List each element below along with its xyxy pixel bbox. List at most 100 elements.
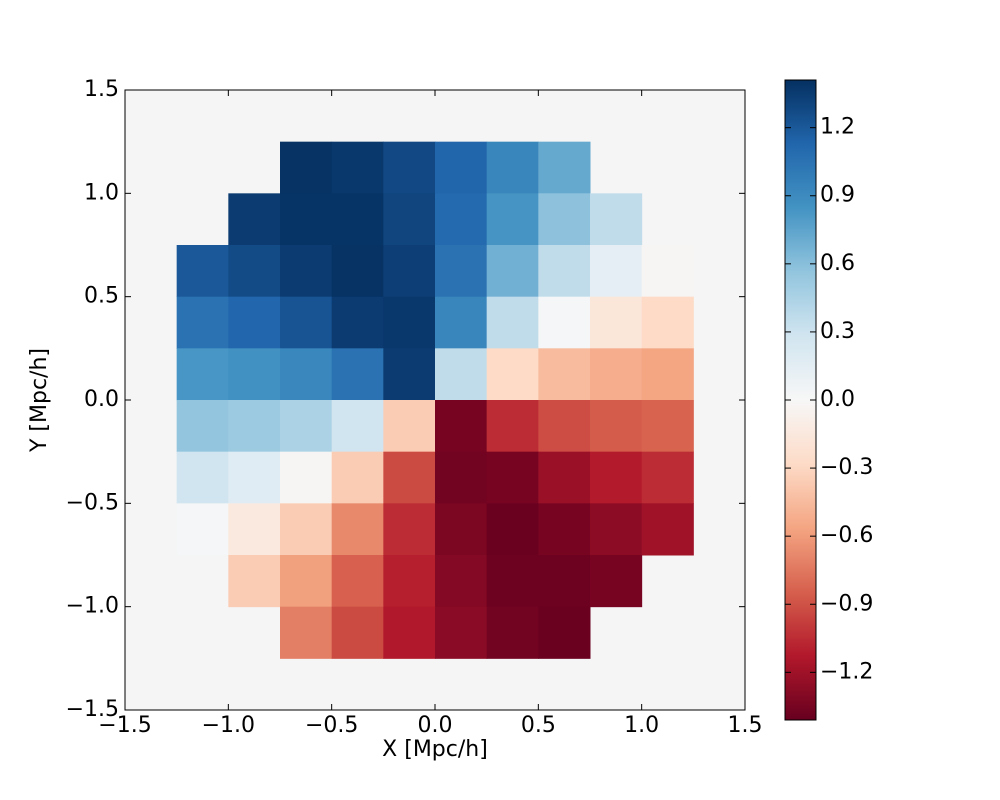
heatmap-cell	[538, 296, 591, 349]
heatmap-cell	[383, 348, 436, 401]
y-tick-label: 0.0	[84, 387, 119, 412]
heatmap-cell	[435, 245, 488, 298]
heatmap-cell	[228, 555, 281, 608]
heatmap-cell	[641, 245, 694, 298]
heatmap-cell	[641, 348, 694, 401]
heatmap-cell	[383, 141, 436, 194]
heatmap-cell	[435, 348, 488, 401]
heatmap-cell	[538, 451, 591, 504]
heatmap-cell	[228, 245, 281, 298]
heatmap-cell	[383, 296, 436, 349]
x-tick-label: −1.5	[98, 713, 151, 738]
heatmap-cell	[280, 555, 333, 608]
colorbar-tick-label: −1.2	[820, 659, 873, 684]
heatmap-cell	[383, 451, 436, 504]
heatmap-cell	[486, 606, 539, 659]
heatmap-cell	[228, 503, 281, 556]
x-tick-label: 1.5	[728, 713, 763, 738]
heatmap-cell	[590, 348, 643, 401]
heatmap-cell	[435, 141, 488, 194]
heatmap-cell	[486, 555, 539, 608]
heatmap-cell	[383, 606, 436, 659]
heatmap-cell	[641, 400, 694, 453]
heatmap-cell	[538, 503, 591, 556]
heatmap-cell	[538, 193, 591, 246]
x-tick-label: −1.0	[202, 713, 255, 738]
colorbar-tick-label: 0.9	[820, 183, 855, 208]
heatmap-cell	[383, 503, 436, 556]
heatmap-cell	[641, 296, 694, 349]
heatmap-cell	[486, 193, 539, 246]
x-axis-label: X [Mpc/h]	[382, 737, 488, 762]
heatmap-cell	[331, 400, 384, 453]
heatmap-cell	[176, 451, 229, 504]
heatmap-cell	[538, 141, 591, 194]
heatmap-cell	[331, 296, 384, 349]
y-tick-label: −1.0	[66, 594, 119, 619]
heatmap-cell	[176, 348, 229, 401]
heatmap-cell	[280, 606, 333, 659]
heatmap-cell	[435, 503, 488, 556]
y-tick-label: 0.5	[84, 284, 119, 309]
heatmap-cell	[435, 451, 488, 504]
heatmap-cell	[486, 451, 539, 504]
heatmap-cell	[331, 606, 384, 659]
colorbar-tick-label: 0.6	[820, 251, 855, 276]
heatmap-cell	[228, 348, 281, 401]
y-tick-label: 1.0	[84, 180, 119, 205]
heatmap-cells	[176, 141, 694, 659]
heatmap-cell	[280, 193, 333, 246]
heatmap-cell	[176, 503, 229, 556]
heatmap-cell	[641, 451, 694, 504]
x-tick-label: −0.5	[305, 713, 358, 738]
heatmap-cell	[486, 348, 539, 401]
heatmap-cell	[538, 348, 591, 401]
heatmap-cell	[435, 400, 488, 453]
heatmap-cell	[280, 141, 333, 194]
heatmap-cell	[590, 503, 643, 556]
heatmap-cell	[331, 503, 384, 556]
y-axis-label: Y [Mpc/h]	[27, 348, 52, 453]
heatmap-cell	[331, 348, 384, 401]
heatmap-cell	[590, 245, 643, 298]
heatmap-cell	[538, 245, 591, 298]
heatmap-cell	[280, 400, 333, 453]
heatmap-cell	[331, 451, 384, 504]
heatmap-cell	[331, 555, 384, 608]
heatmap-cell	[538, 555, 591, 608]
heatmap-cell	[331, 141, 384, 194]
heatmap-cell	[280, 245, 333, 298]
heatmap-cell	[486, 400, 539, 453]
heatmap-cell	[590, 400, 643, 453]
heatmap-cell	[383, 400, 436, 453]
heatmap-cell	[383, 245, 436, 298]
heatmap-cell	[331, 193, 384, 246]
heatmap-cell	[383, 193, 436, 246]
y-tick-label: −1.5	[66, 697, 119, 722]
colorbar-tick-label: 1.2	[820, 115, 855, 140]
x-tick-label: 1.0	[624, 713, 659, 738]
heatmap-cell	[538, 400, 591, 453]
colorbar-tick-label: −0.3	[820, 455, 873, 480]
heatmap-cell	[435, 606, 488, 659]
heatmap-cell	[331, 245, 384, 298]
colorbar-tick-label: 0.0	[820, 387, 855, 412]
heatmap-cell	[176, 296, 229, 349]
heatmap-cell	[280, 451, 333, 504]
colorbar-tick-label: 0.3	[820, 319, 855, 344]
y-tick-label: 1.5	[84, 77, 119, 102]
heatmap-cell	[590, 555, 643, 608]
heatmap-cell	[435, 555, 488, 608]
heatmap-cell	[435, 296, 488, 349]
x-tick-label: 0.5	[521, 713, 556, 738]
heatmap-cell	[228, 193, 281, 246]
heatmap-cell	[228, 296, 281, 349]
heatmap-cell	[590, 296, 643, 349]
colorbar-tick-label: −0.9	[820, 591, 873, 616]
heatmap-cell	[435, 193, 488, 246]
heatmap-cell	[641, 503, 694, 556]
heatmap-cell	[176, 245, 229, 298]
heatmap-cell	[280, 348, 333, 401]
heatmap-cell	[228, 400, 281, 453]
